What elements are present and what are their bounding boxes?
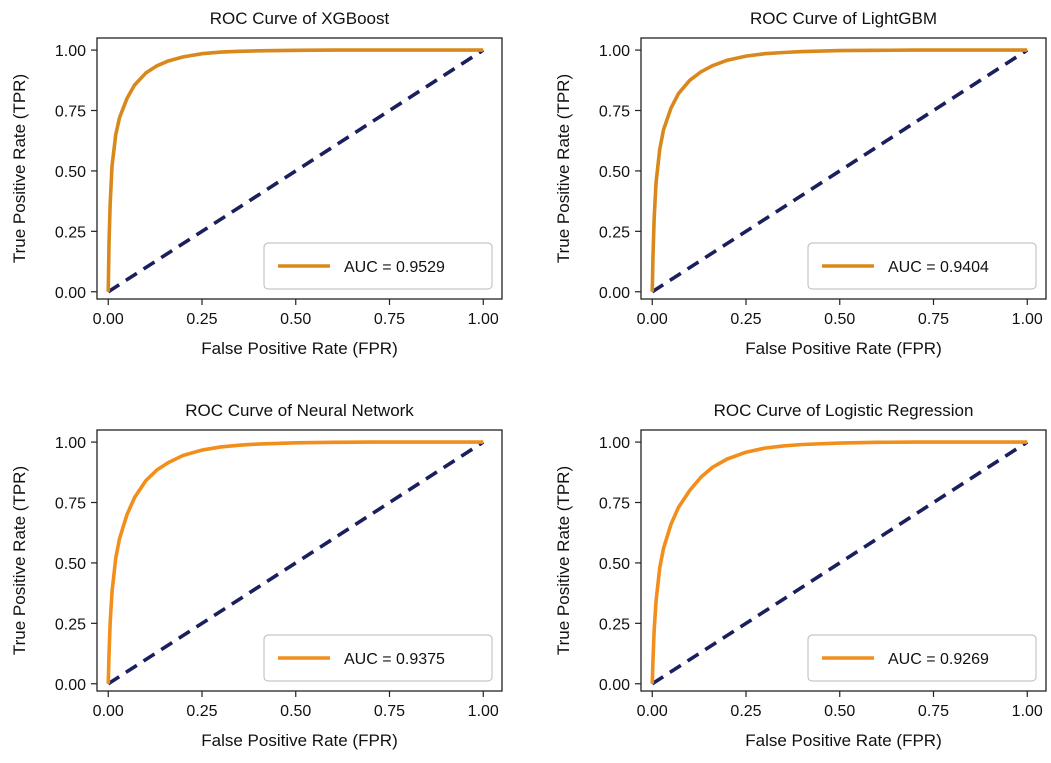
plot-frame	[640, 429, 1047, 692]
chart-title: ROC Curve of XGBoost	[210, 9, 390, 28]
y-tick-label: 0.00	[599, 677, 630, 694]
legend-label: AUC = 0.9375	[344, 651, 445, 668]
legend-label: AUC = 0.9269	[888, 651, 989, 668]
x-tick-label: 1.00	[1012, 311, 1043, 328]
y-tick-label: 0.00	[599, 285, 630, 302]
y-tick-label: 0.25	[599, 224, 630, 241]
legend: AUC = 0.9404	[807, 242, 1037, 290]
y-tick-label: 0.75	[55, 496, 86, 513]
x-axis-label: False Positive Rate (FPR)	[745, 339, 942, 358]
y-axis-label: True Positive Rate (TPR)	[554, 466, 573, 655]
roc-curve-line	[106, 440, 484, 684]
y-tick-label: 0.50	[599, 556, 630, 573]
legend-box	[263, 634, 493, 682]
x-tick-label: 0.75	[918, 311, 949, 328]
x-axis-label: False Positive Rate (FPR)	[201, 339, 398, 358]
plot-frame	[96, 429, 503, 692]
y-tick-label: 1.00	[599, 43, 630, 60]
chance-diagonal-line	[107, 440, 485, 686]
y-tick-label: 1.00	[599, 435, 630, 452]
plot-frame	[96, 37, 503, 300]
y-tick-label: 0.25	[55, 224, 86, 241]
y-tick-label: 0.25	[55, 616, 86, 633]
plot-frame	[640, 37, 1047, 300]
x-tick-label: 0.25	[730, 703, 761, 720]
x-tick-label: 0.50	[824, 311, 855, 328]
chart-title: ROC Curve of Logistic Regression	[714, 401, 974, 420]
y-axis-label: True Positive Rate (TPR)	[10, 74, 29, 263]
x-tick-label: 0.50	[280, 311, 311, 328]
y-tick-label: 0.75	[55, 104, 86, 121]
x-tick-label: 0.00	[637, 703, 668, 720]
legend-box	[807, 634, 1037, 682]
y-tick-label: 0.75	[599, 104, 630, 121]
x-axis-label: False Positive Rate (FPR)	[201, 731, 398, 750]
x-tick-label: 0.25	[186, 703, 217, 720]
x-tick-label: 0.00	[93, 703, 124, 720]
roc-curve-line	[650, 440, 1028, 684]
x-axis-label: False Positive Rate (FPR)	[745, 731, 942, 750]
series-group	[106, 48, 485, 294]
x-tick-label: 0.00	[637, 311, 668, 328]
series-group	[650, 48, 1029, 294]
y-axis-label: True Positive Rate (TPR)	[554, 74, 573, 263]
x-tick-label: 0.25	[730, 311, 761, 328]
roc-panel-4: ROC Curve of Logistic Regression 0.00 0.25…	[554, 401, 1047, 750]
legend-box	[263, 242, 493, 290]
legend: AUC = 0.9529	[263, 242, 493, 290]
legend-label: AUC = 0.9404	[888, 259, 989, 276]
y-tick-label: 0.50	[55, 556, 86, 573]
y-tick-label: 0.75	[599, 496, 630, 513]
chart-title: ROC Curve of Neural Network	[185, 401, 414, 420]
series-group	[650, 440, 1029, 686]
x-tick-label: 0.00	[93, 311, 124, 328]
series-group	[106, 440, 485, 686]
x-tick-label: 0.50	[824, 703, 855, 720]
legend: AUC = 0.9269	[807, 634, 1037, 682]
legend-box	[807, 242, 1037, 290]
chart-title: ROC Curve of LightGBM	[750, 9, 937, 28]
x-tick-label: 1.00	[468, 311, 499, 328]
x-tick-label: 0.75	[374, 311, 405, 328]
roc-curve-line	[650, 48, 1028, 292]
y-tick-label: 0.00	[55, 677, 86, 694]
y-axis-label: True Positive Rate (TPR)	[10, 466, 29, 655]
roc-panel-1: ROC Curve of XGBoost 0.00 0.25 0.50 0.75 1.00…	[10, 9, 503, 358]
legend-label: AUC = 0.9529	[344, 259, 445, 276]
y-tick-label: 1.00	[55, 435, 86, 452]
chance-diagonal-line	[107, 48, 485, 294]
x-tick-label: 1.00	[1012, 703, 1043, 720]
roc-panel-2: ROC Curve of LightGBM 0.00 0.25 0.50 0.75 1.0…	[554, 9, 1047, 358]
roc-panel-3: ROC Curve of Neural Network 0.00 0.25 0.50 0…	[10, 401, 503, 750]
roc-curve-line	[106, 48, 484, 292]
legend: AUC = 0.9375	[263, 634, 493, 682]
y-tick-label: 1.00	[55, 43, 86, 60]
x-tick-label: 0.50	[280, 703, 311, 720]
x-tick-label: 0.25	[186, 311, 217, 328]
x-tick-label: 0.75	[374, 703, 405, 720]
y-tick-label: 0.00	[55, 285, 86, 302]
x-tick-label: 1.00	[468, 703, 499, 720]
y-tick-label: 0.25	[599, 616, 630, 633]
x-tick-label: 0.75	[918, 703, 949, 720]
chance-diagonal-line	[651, 440, 1029, 686]
y-tick-label: 0.50	[599, 164, 630, 181]
y-tick-label: 0.50	[55, 164, 86, 181]
chance-diagonal-line	[651, 48, 1029, 294]
